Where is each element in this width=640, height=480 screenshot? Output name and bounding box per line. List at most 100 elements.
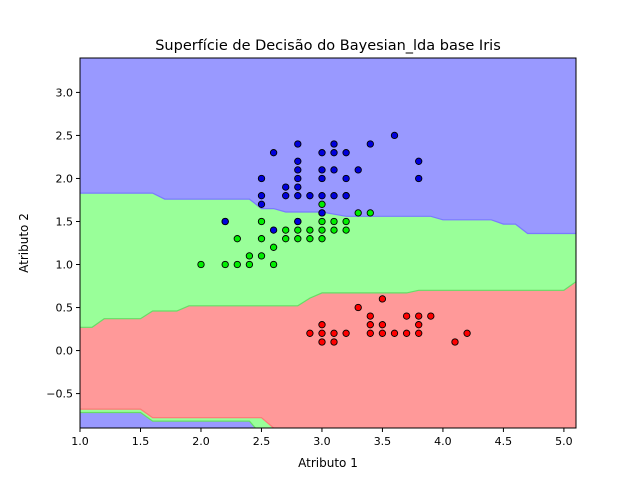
- data-points: [197, 131, 471, 346]
- data-point: [318, 149, 326, 157]
- data-point: [233, 260, 241, 269]
- x-tick-label: 4.0: [434, 435, 452, 448]
- data-point: [390, 131, 399, 140]
- data-point: [415, 174, 423, 183]
- y-tick-label: 1.0: [56, 259, 74, 272]
- data-point: [415, 321, 423, 329]
- data-point: [318, 235, 326, 243]
- data-point: [415, 312, 423, 320]
- data-point: [451, 338, 459, 346]
- data-point: [257, 217, 266, 226]
- data-point: [318, 329, 326, 337]
- y-tick-label: 2.5: [56, 129, 74, 142]
- data-point: [294, 217, 302, 226]
- data-point: [318, 321, 326, 329]
- data-point: [330, 192, 338, 200]
- data-point: [269, 149, 278, 157]
- plot-frame: [79, 57, 577, 429]
- data-point: [294, 235, 302, 243]
- data-point: [330, 329, 338, 337]
- data-point: [318, 192, 326, 200]
- data-point: [330, 166, 338, 174]
- data-point: [402, 329, 411, 337]
- data-point: [354, 303, 362, 312]
- data-point: [402, 312, 411, 320]
- plot-area: [80, 58, 576, 428]
- boundary-line: [80, 411, 256, 428]
- y-axis-label: Atributo 2: [17, 213, 31, 273]
- x-axis-label: Atributo 1: [298, 456, 358, 470]
- x-tick-label: 4.5: [495, 435, 513, 448]
- data-point: [330, 149, 338, 157]
- data-point: [257, 252, 266, 260]
- data-point: [282, 226, 290, 234]
- data-point: [318, 166, 326, 174]
- data-point: [257, 174, 266, 183]
- data-point: [366, 209, 374, 217]
- y-tick-label: 0.0: [56, 345, 74, 358]
- data-point: [366, 140, 374, 148]
- data-point: [427, 312, 435, 320]
- data-point: [257, 200, 266, 208]
- data-point: [415, 329, 423, 337]
- data-point: [318, 200, 326, 208]
- x-axis: 1.0 1.5 2.0 2.5 3.0 3.5 4.0 4.5 5.0: [71, 428, 573, 448]
- data-point: [318, 174, 326, 183]
- decision-regions: [80, 58, 576, 428]
- data-point: [306, 329, 314, 337]
- x-tick-label: 2.5: [253, 435, 271, 448]
- data-point: [294, 140, 302, 148]
- x-tick-label: 2.0: [192, 435, 210, 448]
- data-point: [257, 235, 266, 243]
- data-point: [330, 226, 338, 234]
- data-point: [330, 217, 338, 226]
- data-point: [294, 183, 302, 191]
- data-point: [463, 329, 471, 337]
- x-tick-label: 3.0: [313, 435, 331, 448]
- data-point: [342, 329, 350, 337]
- data-point: [318, 338, 326, 346]
- data-point: [257, 192, 266, 200]
- y-tick-label: 0.5: [56, 302, 74, 315]
- data-point: [342, 149, 350, 157]
- data-point: [378, 321, 387, 329]
- data-point: [366, 321, 374, 329]
- data-point: [294, 157, 302, 165]
- data-point: [318, 217, 326, 226]
- x-tick-label: 1.0: [71, 435, 89, 448]
- region-red: [80, 280, 576, 428]
- data-point: [378, 329, 387, 337]
- data-point: [282, 235, 290, 243]
- data-point: [318, 209, 326, 217]
- data-point: [342, 192, 350, 200]
- boundary-line: [80, 192, 576, 235]
- data-point: [342, 226, 350, 234]
- data-point: [366, 329, 374, 337]
- data-point: [415, 157, 423, 165]
- data-point: [197, 260, 205, 269]
- y-axis: −0.5 0.0 0.5 1.0 1.5 2.0 2.5 3.0: [46, 86, 80, 401]
- data-point: [354, 166, 362, 174]
- y-tick-label: 3.0: [56, 86, 74, 99]
- data-point: [269, 226, 278, 234]
- x-tick-label: 5.0: [555, 435, 573, 448]
- data-point: [294, 174, 302, 183]
- y-tick-label: −0.5: [46, 388, 73, 401]
- boundary-line: [80, 408, 274, 428]
- data-point: [330, 338, 338, 346]
- data-point: [245, 252, 254, 260]
- data-point: [245, 260, 254, 269]
- data-point: [306, 226, 314, 234]
- data-point: [306, 235, 314, 243]
- data-point: [342, 217, 350, 226]
- data-point: [378, 295, 387, 303]
- y-tick-label: 1.5: [56, 215, 74, 228]
- data-point: [221, 260, 229, 269]
- data-point: [294, 166, 302, 174]
- data-point: [294, 226, 302, 234]
- data-point: [318, 226, 326, 234]
- x-tick-label: 1.5: [132, 435, 150, 448]
- data-point: [269, 243, 278, 251]
- data-point: [269, 260, 278, 269]
